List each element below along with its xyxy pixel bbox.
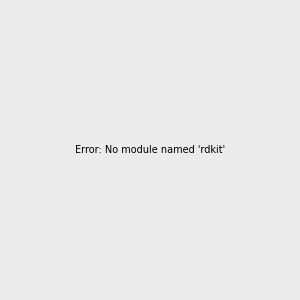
Text: Error: No module named 'rdkit': Error: No module named 'rdkit': [75, 145, 225, 155]
